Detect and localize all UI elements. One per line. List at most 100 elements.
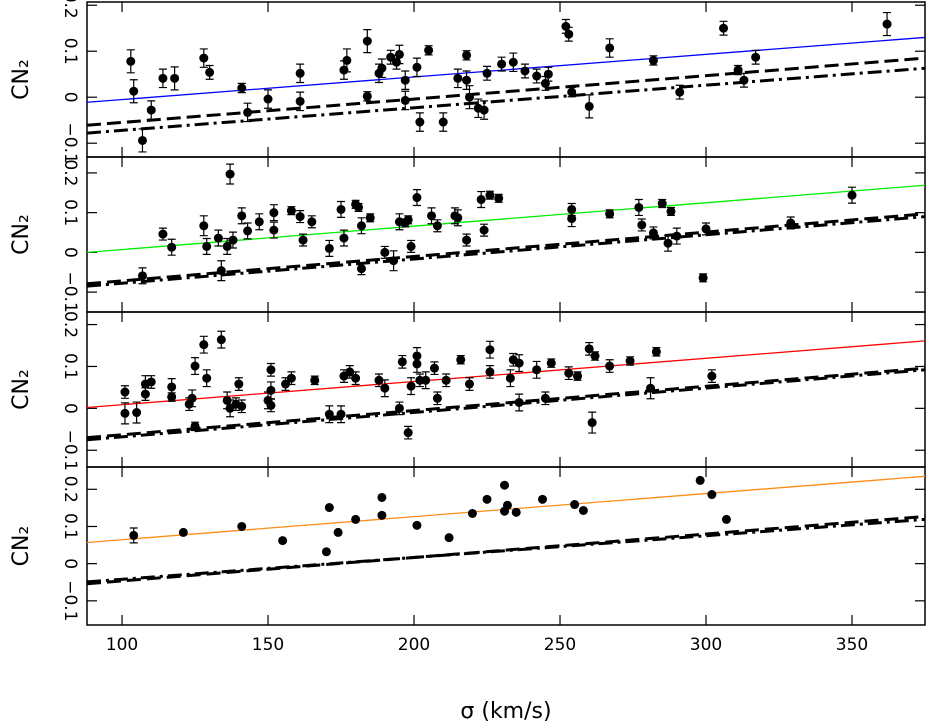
data-point	[648, 228, 658, 238]
data-point	[634, 202, 644, 212]
y-tick-label: 0	[60, 558, 80, 569]
data-point	[462, 50, 472, 60]
data-point	[237, 211, 247, 221]
y-tick-label: −0.1	[60, 430, 80, 471]
data-point	[129, 530, 139, 540]
x-tick-label: 300	[690, 635, 722, 655]
data-point	[333, 527, 343, 537]
data-point	[701, 224, 711, 234]
data-point	[126, 56, 136, 66]
y-axis-label: CN₂	[9, 526, 34, 567]
data-point	[511, 507, 521, 517]
data-point	[137, 271, 147, 281]
y-axis-label: CN₂	[9, 214, 34, 255]
y-tick-label: −0.1	[60, 271, 80, 312]
data-point	[657, 199, 667, 208]
y-axis-label: CN₂	[9, 369, 34, 410]
data-point	[707, 490, 717, 500]
data-point	[146, 377, 156, 387]
plot-area	[87, 11, 925, 153]
y-tick-label: −0.1	[60, 123, 80, 164]
frame	[86, 156, 926, 313]
fit-line	[87, 56, 925, 127]
data-point	[216, 335, 226, 345]
data-point	[429, 363, 439, 373]
data-point	[482, 68, 492, 78]
data-point	[476, 195, 486, 205]
data-point	[882, 19, 892, 29]
data-point	[663, 238, 673, 248]
data-point	[137, 135, 147, 145]
data-point	[351, 373, 361, 383]
data-point	[397, 357, 407, 367]
data-point	[573, 371, 583, 381]
data-point	[362, 91, 372, 101]
data-point	[286, 373, 296, 383]
data-point	[672, 231, 682, 241]
data-point	[310, 375, 320, 385]
data-point	[362, 36, 372, 46]
fit-line	[87, 36, 925, 103]
data-point	[578, 505, 588, 515]
data-point	[540, 393, 550, 403]
fit-line	[87, 368, 925, 442]
data-point	[354, 202, 364, 212]
data-point	[465, 92, 475, 102]
data-point	[666, 206, 676, 216]
data-point	[365, 213, 375, 223]
y-tick-label: 0.2	[60, 476, 80, 503]
data-point	[505, 373, 515, 383]
panel: −0.1 0 0.1 0.2 100 150 200 250 300 350 CN₂ σ (km/s)	[9, 466, 926, 724]
data-point	[178, 527, 188, 537]
x-tick-label: 150	[252, 635, 284, 655]
data-point	[695, 475, 705, 485]
data-point	[570, 500, 580, 510]
data-point	[205, 67, 215, 77]
plot-area	[87, 330, 925, 442]
fit-line	[87, 517, 925, 584]
data-point	[120, 408, 130, 418]
data-point	[721, 514, 731, 524]
data-point	[406, 241, 416, 251]
data-point	[637, 220, 647, 230]
data-point	[225, 169, 235, 179]
data-point	[295, 96, 305, 106]
data-point	[336, 409, 346, 419]
data-point	[286, 206, 296, 216]
data-point	[508, 57, 518, 67]
data-point	[278, 536, 288, 546]
data-point	[377, 63, 387, 73]
data-point	[324, 503, 334, 513]
data-point	[532, 71, 542, 81]
x-tick-label: 200	[398, 635, 430, 655]
data-point	[342, 55, 352, 65]
data-point	[564, 368, 574, 378]
data-point	[444, 533, 454, 543]
data-point	[213, 233, 223, 243]
data-point	[403, 215, 413, 225]
data-point	[421, 375, 431, 385]
data-point	[497, 59, 507, 69]
data-point	[453, 213, 463, 223]
data-point	[648, 55, 658, 65]
data-point	[394, 49, 404, 59]
x-tick-label: 100	[106, 635, 138, 655]
data-point	[132, 408, 142, 418]
data-point	[465, 379, 475, 389]
data-point	[254, 217, 264, 227]
data-point	[394, 403, 404, 413]
data-point	[646, 383, 656, 393]
data-point	[479, 105, 489, 115]
y-tick-label: 0.1	[60, 38, 80, 65]
data-point	[298, 235, 308, 245]
data-point	[222, 241, 232, 251]
data-point	[567, 87, 577, 97]
y-axis-label: CN₂	[9, 59, 34, 100]
data-point	[266, 365, 276, 375]
data-point	[170, 73, 180, 83]
data-point	[167, 242, 177, 252]
data-point	[377, 492, 387, 502]
data-point	[441, 375, 451, 385]
data-point	[356, 221, 366, 231]
x-axis-label: σ (km/s)	[460, 699, 551, 724]
